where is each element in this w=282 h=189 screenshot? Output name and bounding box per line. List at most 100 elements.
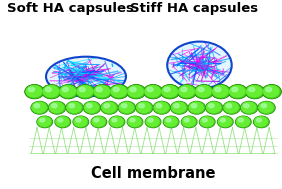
Circle shape [93, 85, 111, 98]
Circle shape [94, 86, 109, 97]
Circle shape [259, 102, 273, 112]
Circle shape [264, 86, 279, 97]
Circle shape [213, 86, 228, 97]
Circle shape [195, 85, 213, 98]
Circle shape [136, 101, 153, 114]
Circle shape [49, 102, 65, 113]
Circle shape [73, 116, 89, 128]
Circle shape [191, 104, 197, 108]
Circle shape [196, 86, 211, 97]
Circle shape [96, 87, 102, 92]
Circle shape [109, 116, 125, 128]
Circle shape [256, 118, 261, 122]
Circle shape [162, 85, 179, 98]
Circle shape [209, 104, 214, 108]
Circle shape [153, 101, 170, 114]
Circle shape [93, 85, 111, 98]
Circle shape [144, 85, 162, 98]
Circle shape [122, 104, 127, 108]
Circle shape [56, 117, 69, 126]
Circle shape [262, 85, 281, 98]
Circle shape [229, 85, 246, 98]
Circle shape [182, 117, 196, 127]
Circle shape [130, 87, 136, 92]
Circle shape [34, 104, 39, 108]
Circle shape [171, 101, 188, 114]
Circle shape [189, 102, 203, 112]
Circle shape [139, 104, 144, 108]
Circle shape [228, 85, 247, 98]
Circle shape [199, 116, 215, 128]
Circle shape [127, 85, 145, 98]
Circle shape [244, 104, 249, 108]
Circle shape [83, 101, 100, 114]
Circle shape [164, 87, 170, 92]
Circle shape [245, 85, 264, 98]
Circle shape [77, 85, 94, 98]
Circle shape [26, 85, 43, 98]
Circle shape [85, 102, 98, 112]
Circle shape [110, 117, 123, 126]
Circle shape [137, 102, 151, 112]
Circle shape [213, 86, 228, 97]
Circle shape [130, 87, 136, 92]
Circle shape [77, 86, 92, 97]
Circle shape [241, 101, 257, 114]
Circle shape [228, 85, 247, 98]
Circle shape [212, 85, 230, 98]
Circle shape [247, 86, 262, 97]
Circle shape [184, 118, 189, 122]
Circle shape [128, 86, 143, 97]
Circle shape [195, 85, 212, 98]
Circle shape [25, 85, 44, 98]
Circle shape [111, 86, 126, 97]
Circle shape [31, 101, 48, 114]
Circle shape [102, 102, 117, 113]
Circle shape [202, 118, 207, 122]
Circle shape [166, 118, 171, 122]
Circle shape [154, 102, 169, 113]
Circle shape [40, 118, 45, 122]
Circle shape [45, 87, 51, 92]
Circle shape [118, 101, 135, 114]
Circle shape [161, 85, 179, 98]
Circle shape [77, 85, 94, 98]
Circle shape [87, 104, 92, 108]
Circle shape [179, 86, 194, 97]
Circle shape [195, 85, 212, 98]
Circle shape [62, 87, 68, 92]
Circle shape [189, 102, 204, 113]
Circle shape [164, 87, 170, 92]
Circle shape [136, 102, 152, 113]
Circle shape [162, 86, 177, 97]
Circle shape [163, 116, 179, 128]
Circle shape [247, 86, 262, 97]
Circle shape [104, 104, 109, 108]
Ellipse shape [46, 57, 126, 96]
Circle shape [38, 117, 52, 127]
Circle shape [67, 102, 81, 112]
Circle shape [249, 87, 255, 92]
Circle shape [215, 87, 221, 92]
Circle shape [182, 117, 195, 126]
Circle shape [67, 102, 82, 113]
Circle shape [60, 86, 76, 97]
Circle shape [79, 87, 85, 92]
Circle shape [217, 116, 233, 128]
Circle shape [249, 87, 255, 92]
Circle shape [201, 117, 213, 126]
Circle shape [128, 117, 142, 127]
Circle shape [77, 86, 92, 97]
Circle shape [224, 102, 238, 112]
Circle shape [144, 85, 162, 98]
Circle shape [43, 85, 60, 98]
Circle shape [56, 117, 70, 127]
Circle shape [171, 102, 187, 113]
Circle shape [128, 86, 143, 97]
Circle shape [84, 102, 100, 113]
Circle shape [181, 87, 187, 92]
Circle shape [111, 86, 126, 97]
Circle shape [246, 85, 263, 98]
Text: Cell membrane: Cell membrane [91, 167, 215, 181]
Circle shape [241, 102, 257, 113]
